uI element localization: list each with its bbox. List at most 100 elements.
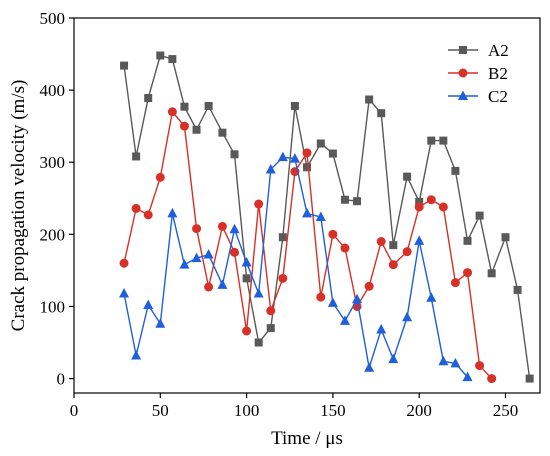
legend-item-C2: C2 — [448, 87, 508, 106]
legend-label: C2 — [488, 87, 508, 106]
data-point-C2 — [265, 163, 276, 174]
axes: 0 50 100 150 200 250 0 100 200 300 400 500 Time / … — [8, 9, 541, 449]
y-tick-label: 100 — [40, 297, 66, 316]
x-tick-label: 50 — [152, 401, 169, 420]
series-A2 — [120, 51, 534, 383]
y-tick-label: 400 — [40, 81, 66, 100]
data-point-A2 — [180, 102, 189, 111]
data-point-A2 — [168, 55, 177, 64]
data-point-C2 — [426, 292, 437, 302]
series-line-C2 — [123, 156, 469, 378]
legend-item-B2: B2 — [448, 64, 508, 83]
legend: A2 B2 C2 — [448, 41, 509, 106]
legend-marker — [459, 46, 467, 54]
data-point-A2 — [303, 163, 311, 172]
data-point-A2 — [316, 139, 325, 148]
data-point-A2 — [475, 211, 484, 220]
data-point-B2 — [167, 107, 177, 117]
data-point-C2 — [327, 297, 338, 307]
data-point-C2 — [402, 311, 413, 322]
y-tick-label: 300 — [40, 153, 66, 172]
data-point-C2 — [376, 324, 387, 334]
data-point-B2 — [254, 199, 264, 209]
data-point-C2 — [203, 249, 214, 259]
data-point-A2 — [365, 95, 374, 104]
data-point-B2 — [242, 326, 252, 336]
data-point-B2 — [179, 121, 189, 131]
x-tick-label: 250 — [493, 401, 519, 420]
data-point-A2 — [525, 374, 534, 383]
series-line-A2 — [123, 54, 531, 379]
data-point-B2 — [414, 202, 424, 212]
data-point-A2 — [513, 285, 522, 294]
data-point-C2 — [143, 299, 154, 310]
data-point-A2 — [340, 195, 349, 204]
data-point-C2 — [450, 357, 461, 368]
data-point-C2 — [302, 207, 312, 218]
data-point-B2 — [217, 221, 227, 231]
data-point-B2 — [376, 237, 386, 247]
data-point-A2 — [353, 197, 362, 206]
data-point-B2 — [364, 281, 374, 291]
data-point-B2 — [230, 247, 240, 257]
data-point-B2 — [388, 260, 398, 270]
data-point-A2 — [120, 61, 129, 70]
data-point-A2 — [487, 269, 496, 278]
y-tick-label: 0 — [57, 370, 66, 389]
data-point-C2 — [388, 353, 399, 364]
data-point-C2 — [364, 362, 375, 372]
data-point-B2 — [155, 172, 165, 182]
data-point-B2 — [487, 374, 497, 384]
data-point-C2 — [277, 151, 288, 162]
data-point-C2 — [217, 279, 228, 289]
legend-item-A2: A2 — [448, 41, 509, 60]
data-point-A2 — [278, 233, 287, 242]
data-point-A2 — [242, 274, 251, 283]
data-point-C2 — [155, 318, 166, 328]
data-point-A2 — [290, 101, 299, 110]
y-tick-label: 500 — [40, 9, 66, 28]
data-point-A2 — [192, 125, 201, 134]
data-point-B2 — [316, 292, 326, 302]
plot-area — [119, 51, 534, 384]
data-point-C2 — [131, 350, 142, 360]
legend-label: A2 — [488, 41, 509, 60]
data-point-B2 — [475, 361, 485, 371]
data-point-B2 — [463, 268, 473, 278]
x-tick-label: 150 — [320, 401, 346, 420]
legend-marker — [458, 68, 468, 78]
data-point-B2 — [143, 210, 153, 220]
data-point-C2 — [352, 293, 363, 304]
y-axis-ticks: 0 100 200 300 400 500 — [40, 9, 74, 389]
data-point-A2 — [204, 101, 213, 110]
data-point-A2 — [218, 128, 227, 137]
series-C2 — [119, 151, 473, 382]
data-point-A2 — [328, 149, 337, 158]
data-point-A2 — [132, 152, 141, 161]
data-point-C2 — [315, 211, 326, 222]
legend-marker — [458, 90, 468, 100]
data-point-B2 — [192, 224, 202, 234]
data-point-A2 — [389, 241, 398, 250]
data-point-A2 — [439, 136, 448, 145]
data-point-C2 — [241, 256, 252, 267]
data-point-C2 — [462, 371, 473, 382]
y-axis-title: Crack propagation velocity (m/s) — [8, 80, 29, 332]
data-point-B2 — [450, 278, 460, 288]
data-point-C2 — [167, 207, 178, 218]
data-point-A2 — [254, 338, 263, 347]
data-point-B2 — [402, 247, 412, 257]
data-point-C2 — [253, 287, 264, 298]
data-point-B2 — [204, 282, 214, 292]
data-point-B2 — [352, 301, 362, 311]
x-axis-title: Time / μs — [271, 428, 343, 449]
plot-frame — [73, 17, 541, 394]
series-B2 — [119, 107, 497, 384]
data-point-A2 — [403, 172, 412, 181]
data-point-B2 — [426, 195, 436, 205]
data-point-B2 — [340, 243, 350, 253]
data-point-B2 — [328, 229, 338, 239]
data-point-A2 — [463, 236, 472, 245]
